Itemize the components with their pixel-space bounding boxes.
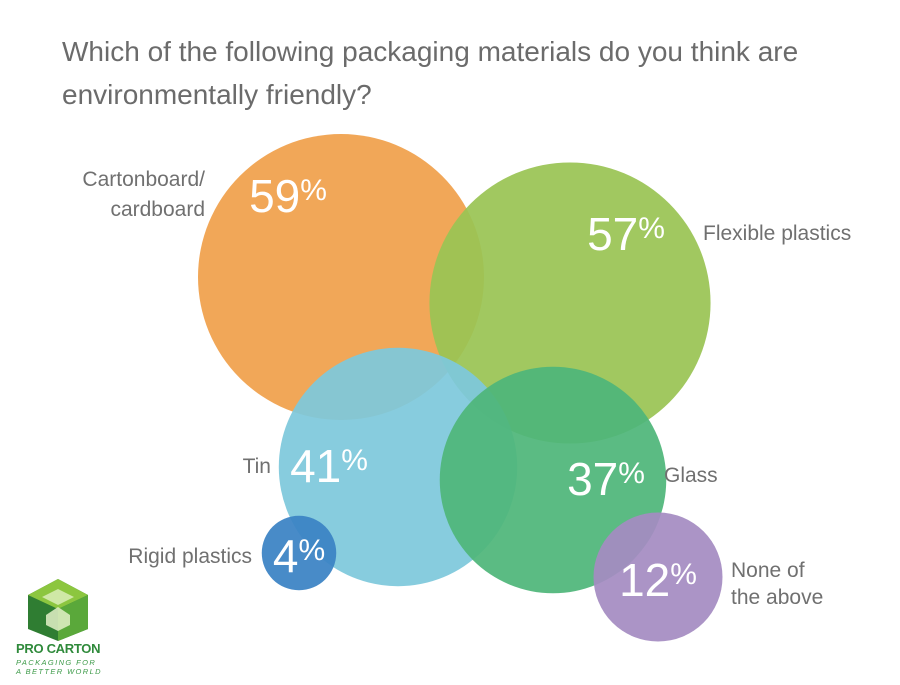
logo-tagline-line: PACKAGING FOR	[16, 658, 97, 667]
category-label: Flexible plastics	[703, 222, 851, 245]
value-label: 59%	[249, 170, 327, 222]
logo-tagline-line: A BETTER WORLD	[16, 667, 102, 676]
category-label: Tin	[243, 455, 271, 478]
value-label: 37%	[567, 453, 645, 505]
value-label: 12%	[619, 554, 697, 606]
value-label: 4%	[273, 530, 325, 582]
bubble-none-of-the-above	[593, 512, 723, 642]
carton-cube-icon	[28, 579, 88, 641]
value-label: 41%	[290, 440, 368, 492]
value-label: 57%	[587, 208, 665, 260]
category-label: Rigid plastics	[128, 545, 252, 568]
category-label: Glass	[664, 464, 718, 487]
logo-tagline: PACKAGING FOR A BETTER WORLD	[16, 658, 126, 676]
category-label: Cartonboard/	[82, 168, 205, 191]
bubble-rigid-plastics	[261, 515, 337, 591]
chart-title: Which of the following packaging materia…	[62, 36, 799, 110]
logo-name: PRO CARTON	[16, 641, 101, 656]
bubble-cartonboard-cardboard	[198, 134, 484, 420]
category-label: cardboard	[110, 198, 205, 221]
bubble-flexible-plastics	[429, 162, 711, 444]
pro-carton-logo: PRO CARTON PACKAGING FOR A BETTER WORLD	[16, 575, 126, 680]
category-label: None of	[731, 559, 805, 582]
category-label: the above	[731, 586, 823, 609]
